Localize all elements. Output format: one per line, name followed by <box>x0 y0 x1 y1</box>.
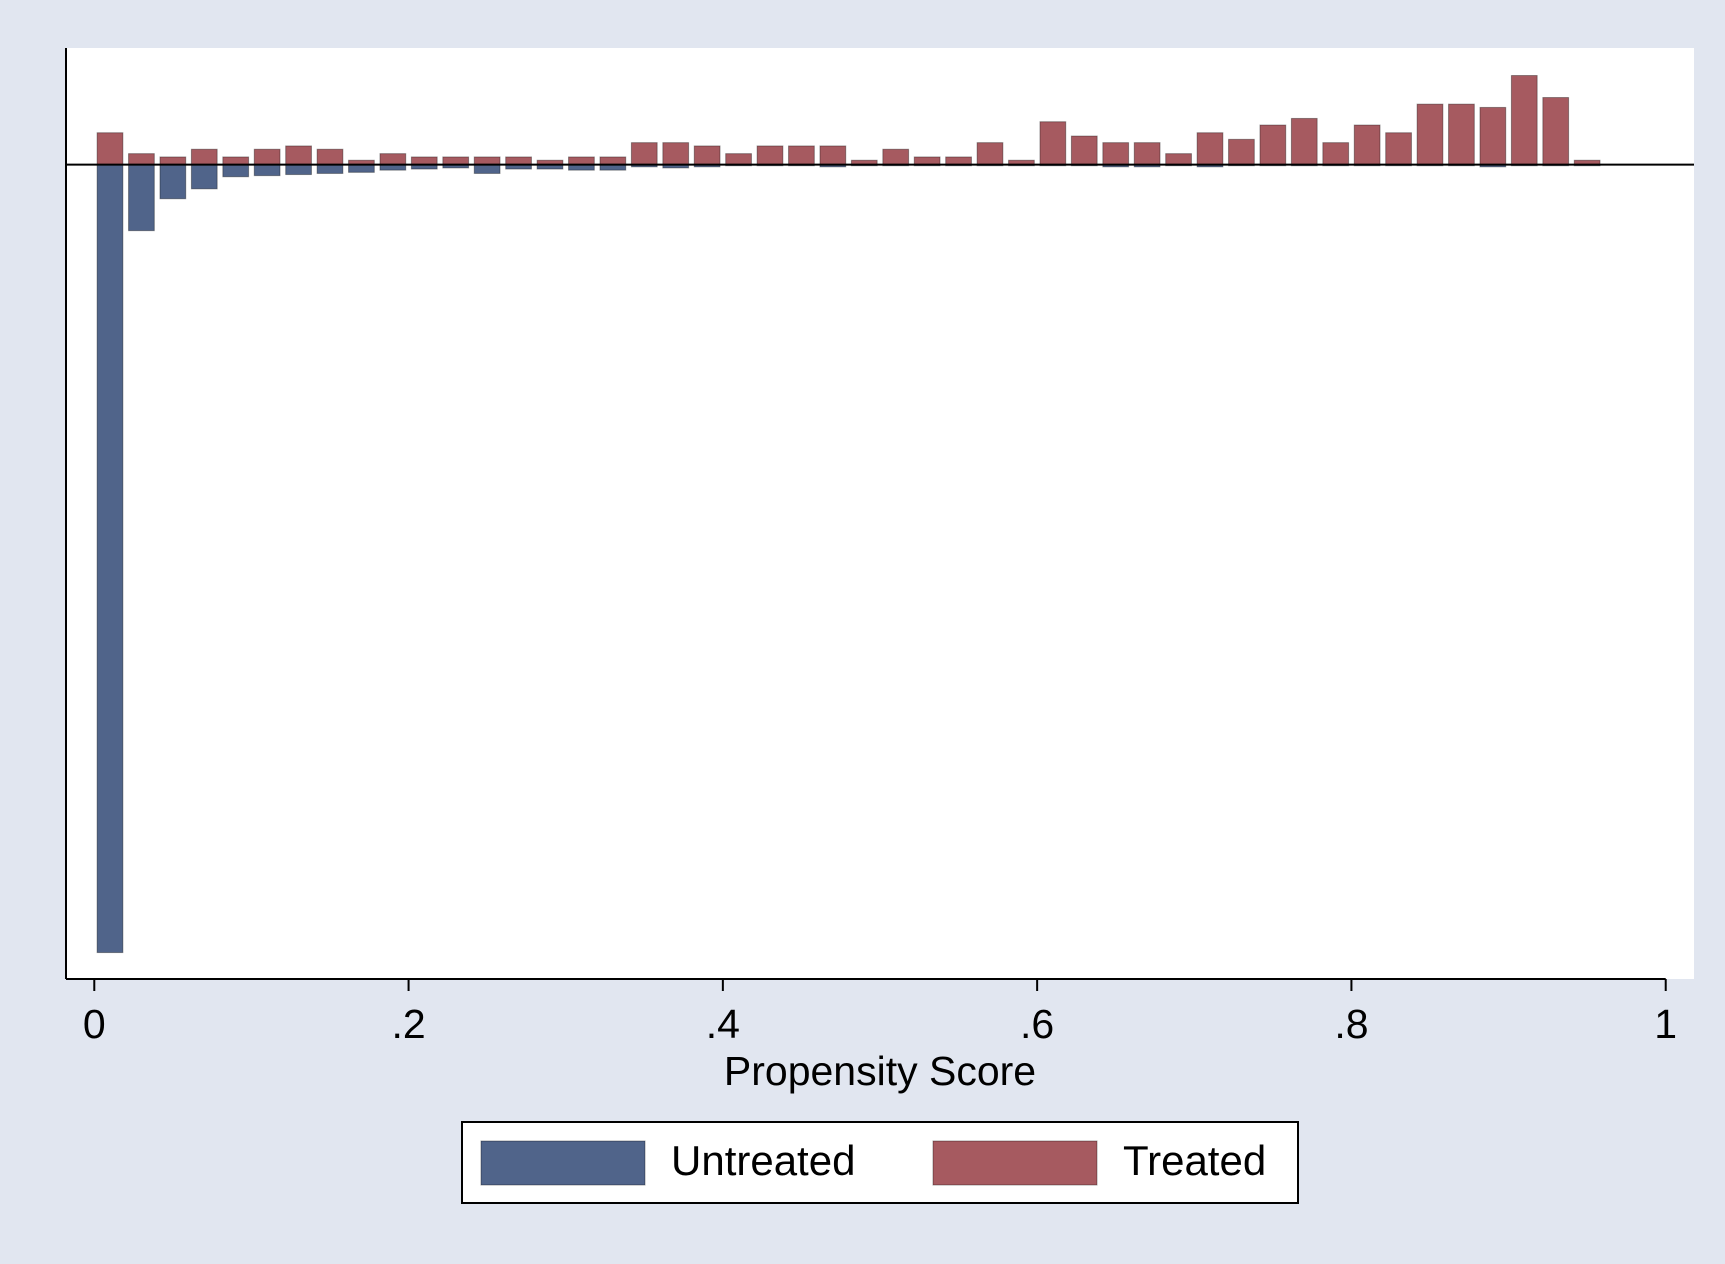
bar <box>473 156 501 166</box>
bar <box>725 153 752 166</box>
bar <box>316 148 344 166</box>
bar <box>1416 103 1444 166</box>
x-axis-title: Propensity Score <box>724 1048 1036 1094</box>
bar <box>693 145 721 166</box>
bar <box>1102 142 1130 166</box>
legend-label: Untreated <box>671 1137 855 1184</box>
legend-swatch <box>480 1140 646 1186</box>
bar <box>1448 103 1475 166</box>
bar <box>1385 132 1412 166</box>
bar <box>128 164 155 232</box>
bar <box>1542 97 1570 166</box>
bar <box>1165 153 1192 166</box>
bar <box>568 156 595 166</box>
x-tick-label: .4 <box>706 1001 740 1047</box>
bar <box>599 156 627 166</box>
bar <box>976 142 1004 166</box>
bar <box>819 145 847 166</box>
bar <box>1290 117 1318 166</box>
plot-area <box>66 48 1694 979</box>
bar <box>945 156 972 166</box>
bar <box>662 142 690 166</box>
bar <box>1510 75 1538 166</box>
bar <box>1353 124 1381 166</box>
bar <box>756 145 784 166</box>
bar <box>1070 135 1098 166</box>
bar <box>285 164 312 176</box>
bar <box>442 156 470 166</box>
bar <box>222 156 250 166</box>
bar <box>410 156 438 166</box>
x-tick-label: .2 <box>391 1001 425 1047</box>
bar <box>222 164 250 178</box>
bar <box>505 156 532 166</box>
bar <box>253 148 281 166</box>
x-tick-label: .8 <box>1334 1001 1368 1047</box>
bar <box>882 148 910 166</box>
bar <box>190 148 218 166</box>
x-tick-label: .6 <box>1020 1001 1054 1047</box>
bar <box>379 153 407 166</box>
bar <box>348 164 375 173</box>
bar <box>96 132 124 166</box>
bar <box>1228 138 1255 166</box>
bar <box>96 164 124 954</box>
bar <box>913 156 941 166</box>
bar <box>1259 124 1287 166</box>
legend-swatch <box>932 1140 1098 1186</box>
bar <box>1322 142 1350 166</box>
bar <box>788 145 815 166</box>
bar <box>190 164 218 190</box>
bar <box>316 164 344 174</box>
x-tick-label: 1 <box>1654 1001 1677 1047</box>
bar <box>1039 121 1067 166</box>
bar <box>1196 132 1224 166</box>
bar <box>1479 106 1507 166</box>
bar <box>473 164 501 174</box>
legend-label: Treated <box>1123 1137 1266 1184</box>
bar <box>630 142 658 166</box>
bar <box>128 153 155 166</box>
x-tick-label: 0 <box>83 1001 106 1047</box>
bar <box>253 164 281 177</box>
bar <box>285 145 312 166</box>
bar <box>159 164 187 200</box>
bar <box>159 156 187 166</box>
bar <box>1133 142 1161 166</box>
